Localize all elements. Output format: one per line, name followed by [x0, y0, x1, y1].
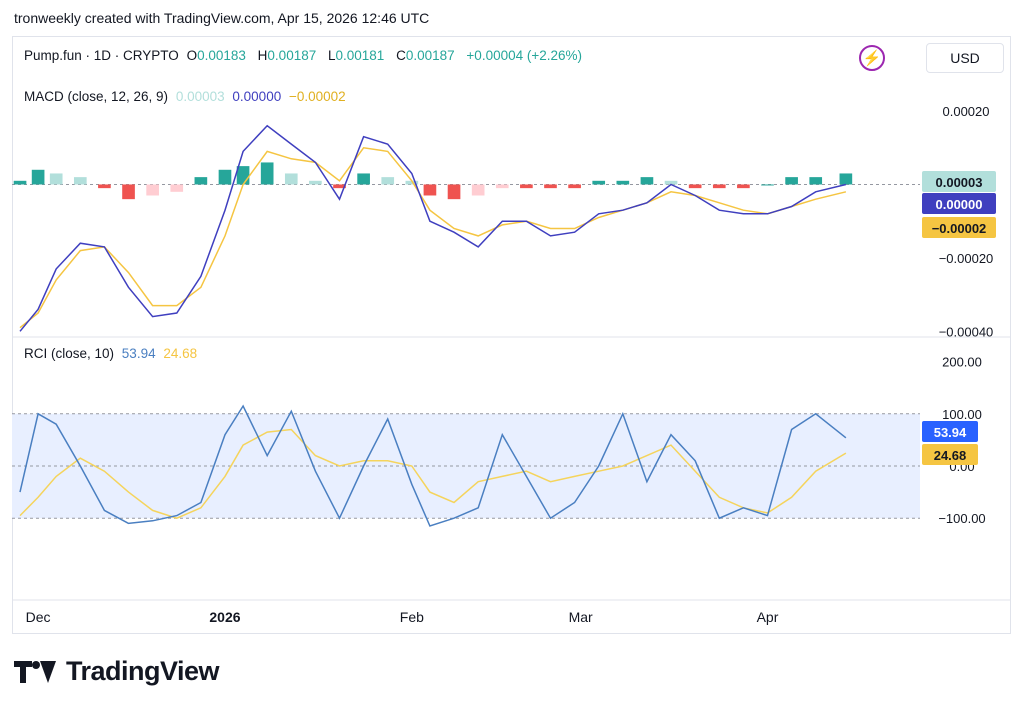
tradingview-logo-icon	[14, 657, 56, 687]
rci-legend: RCI (close, 10) 53.94 24.68	[24, 346, 201, 361]
x-axis-tick-label: Dec	[26, 609, 51, 625]
macd-line	[19, 124, 847, 332]
macd-legend-hist: 0.00003	[175, 89, 225, 104]
macd-histogram-bar	[761, 184, 774, 186]
axis-labels: Dec 2026 Feb Mar Apr	[26, 609, 779, 625]
tradingview-logo: TradingView	[14, 656, 220, 687]
macd-histogram-bar	[381, 177, 395, 185]
macd-histogram-bar	[568, 184, 581, 189]
macd-last-value-label: 0.00003	[936, 175, 983, 190]
macd-histogram-bar	[73, 177, 87, 185]
x-axis-tick-label: Feb	[400, 609, 424, 625]
macd-histogram-bar	[405, 180, 419, 185]
x-axis-tick-label: 2026	[209, 609, 240, 625]
low-value: 0.00181	[335, 48, 385, 63]
macd-y-tick-label: −0.00020	[939, 251, 994, 266]
macd-y-tick-label: 0.00020	[943, 104, 990, 119]
macd-legend-name[interactable]: MACD (close, 12, 26, 9)	[24, 89, 169, 104]
macd-histogram-bar	[309, 180, 322, 185]
rci-legend-value: 53.94	[121, 346, 156, 361]
macd-histogram-bar	[495, 184, 509, 189]
rci-last-value-badge	[922, 444, 978, 465]
macd-histogram-bar	[471, 184, 485, 196]
symbol-name[interactable]: Pump.fun · 1D · CRYPTO	[24, 48, 179, 63]
close-label: C	[396, 48, 406, 63]
close-value: 0.00187	[405, 48, 455, 63]
macd-histogram-bar	[98, 184, 111, 189]
macd-histogram-bar	[664, 180, 678, 185]
macd-histogram-bar	[544, 184, 557, 189]
macd-last-value-label: 0.00000	[936, 197, 983, 212]
macd-histogram-bar	[809, 177, 823, 185]
macd-histogram-bar	[357, 173, 370, 185]
currency-button[interactable]: USD	[926, 43, 1004, 73]
macd-y-tick-label: −0.00040	[939, 324, 994, 339]
macd-legend: MACD (close, 12, 26, 9) 0.00003 0.00000 …	[24, 89, 350, 104]
macd-histogram-bar	[737, 184, 750, 189]
rci-last-value-label: 24.68	[934, 448, 967, 463]
macd-histogram-bar	[122, 184, 135, 200]
macd-histogram-bar	[146, 184, 159, 196]
chart-frame	[12, 36, 1011, 634]
macd-histogram-bar	[520, 184, 533, 189]
rci-y-tick-label: 100.00	[942, 407, 982, 422]
rci-smooth-line	[19, 428, 847, 520]
macd-pane: 0.00020 −0.00020 −0.00040 0.00003 0.00000 −0.…	[12, 104, 996, 339]
macd-histogram-bar	[49, 173, 63, 185]
x-axis-tick-label: Apr	[757, 609, 779, 625]
macd-histogram-bar	[194, 177, 208, 185]
macd-histogram-bar	[688, 184, 702, 189]
macd-histogram-bar	[592, 180, 606, 185]
macd-histogram-bar	[260, 162, 274, 185]
chart-caption: tronweekly created with TradingView.com,…	[14, 10, 430, 26]
macd-histogram-bar	[423, 184, 437, 196]
macd-last-value-label: −0.00002	[932, 221, 987, 236]
rci-legend-name[interactable]: RCI (close, 10)	[24, 346, 115, 361]
macd-histogram-bar	[284, 173, 298, 185]
macd-histogram-bar	[616, 180, 630, 185]
tradingview-logo-text: TradingView	[66, 656, 220, 686]
macd-legend-signal: −0.00002	[288, 89, 346, 104]
macd-legend-macd: 0.00000	[232, 89, 282, 104]
macd-histogram-bar	[640, 177, 654, 185]
open-value: 0.00183	[197, 48, 246, 63]
rci-line	[19, 404, 847, 527]
macd-histogram-bar	[170, 184, 184, 192]
macd-signal-line	[19, 146, 847, 329]
change-value: +0.00004 (+2.26%)	[466, 48, 583, 63]
open-label: O	[186, 48, 198, 63]
macd-histogram-bar	[31, 169, 45, 185]
rci-last-value-badge	[922, 421, 978, 442]
macd-histogram-bar	[218, 169, 232, 185]
macd-histogram-bar	[447, 184, 461, 200]
macd-histogram-bar	[13, 180, 27, 185]
rci-legend-smooth: 24.68	[163, 346, 198, 361]
rci-y-tick-label: −100.00	[938, 511, 985, 526]
high-label: H	[257, 48, 268, 63]
low-label: L	[328, 48, 336, 63]
macd-histogram-bar	[333, 184, 346, 189]
macd-histogram-bar	[236, 166, 250, 185]
macd-histogram-bar	[785, 177, 798, 185]
high-value: 0.00187	[267, 48, 317, 63]
x-axis-tick-label: Mar	[569, 609, 593, 625]
macd-histogram-bar	[712, 184, 726, 189]
macd-last-value-badge	[922, 193, 996, 214]
macd-last-value-badge	[922, 171, 996, 192]
rci-y-tick-label: 200.00	[942, 355, 982, 370]
symbol-legend: Pump.fun · 1D · CRYPTO O0.00183 H0.00187…	[24, 48, 586, 63]
rci-last-value-label: 53.94	[934, 425, 967, 440]
macd-histogram-bar	[839, 173, 853, 185]
lightning-icon[interactable]: ⚡	[859, 45, 885, 71]
macd-last-value-badge	[922, 217, 996, 238]
